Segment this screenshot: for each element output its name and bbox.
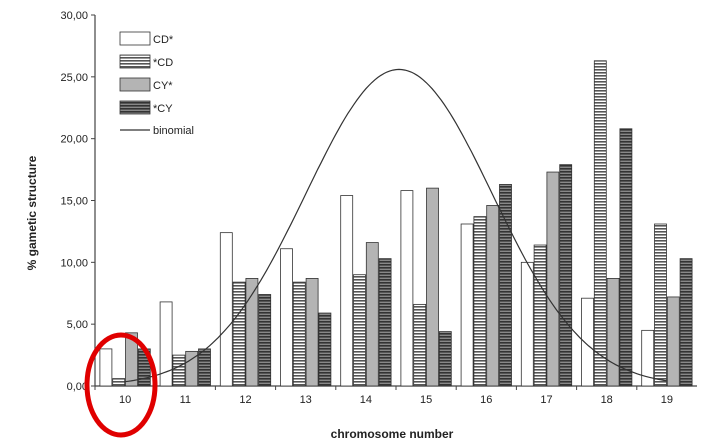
x-axis-title: chromosome number [331,427,454,441]
bars [99,60,693,387]
y-tick-label: 30,00 [60,10,88,22]
y-axis-title: % gametic structure [25,155,39,270]
bar-starcd-19 [654,223,667,387]
bar-cystar-11 [185,350,199,387]
bar-cdstar-17 [520,261,534,387]
bar-cdstar-12 [219,232,233,387]
bar-starcd-18 [593,60,607,387]
legend-swatch-starcy [119,100,151,115]
y-tick-label: 5,00 [67,319,88,331]
x-tick-label: 17 [540,394,552,406]
bar-starcd-13 [292,281,306,387]
bar-starcy-19 [679,258,693,387]
y-tick-label: 20,00 [60,134,88,146]
bar-cystar-17 [546,171,560,387]
bar-cdstar-11 [159,301,173,387]
binomial-curve-group [125,68,667,383]
legend-label: CY* [153,80,173,92]
bar-starcy-15 [438,331,452,387]
x-tick-label: 19 [661,394,673,406]
bar-cystar-12 [245,278,259,387]
bar-starcy-13 [318,312,332,387]
x-tick-label: 11 [180,394,191,406]
legend-label: *CY [153,103,173,115]
bar-starcy-18 [619,128,633,387]
bar-starcd-17 [533,244,547,387]
x-tick-label: 18 [601,394,613,406]
binomial-curve [125,68,667,383]
y-tick-label: 25,00 [60,72,88,84]
bar-starcd-12 [232,281,246,387]
x-tick-label: 12 [239,394,251,406]
bar-starcd-14 [353,274,366,387]
legend-label: binomial [153,125,194,137]
legend-swatch-cdstar [119,31,151,46]
x-tick-label: 13 [300,394,312,406]
bar-cystar-19 [666,296,680,387]
x-tick-label: 15 [420,394,432,406]
bar-starcy-12 [258,294,272,387]
legend-label: CD* [153,34,174,46]
bar-cdstar-18 [581,297,594,387]
bar-cdstar-14 [340,195,354,387]
x-tick-label: 14 [360,394,372,406]
bar-starcd-16 [473,216,487,387]
highlight-ellipse [84,332,158,438]
y-tick-label: 10,00 [60,257,88,269]
bar-cystar-10 [125,332,138,387]
bar-starcd-10 [112,378,126,387]
y-tick-label: 0,00 [67,381,88,393]
legend-label: *CD [153,57,173,69]
bar-cystar-15 [426,187,439,387]
bar-cdstar-10 [99,348,113,387]
bar-cystar-14 [365,242,379,387]
bar-starcy-14 [378,258,392,387]
x-tick-label: 16 [480,394,492,406]
bar-cdstar-16 [460,223,474,387]
legend: CD* *CD CY* *CY binomial [119,31,194,137]
bar-cdstar-13 [280,248,293,387]
y-tick-label: 15,00 [60,196,88,208]
bar-starcd-11 [172,354,186,387]
bar-cdstar-19 [641,329,655,387]
legend-swatch-starcd [119,54,151,69]
bar-cystar-18 [606,278,620,387]
bar-starcy-17 [559,164,573,387]
legend-swatch-cystar [119,77,151,92]
bar-cystar-16 [486,205,500,387]
bar-cystar-13 [305,278,319,387]
x-tick-label: 10 [119,394,131,406]
bar-starcy-16 [499,184,512,387]
bar-cdstar-15 [400,190,414,387]
bar-starcy-11 [198,348,211,387]
bar-starcd-15 [413,303,427,387]
